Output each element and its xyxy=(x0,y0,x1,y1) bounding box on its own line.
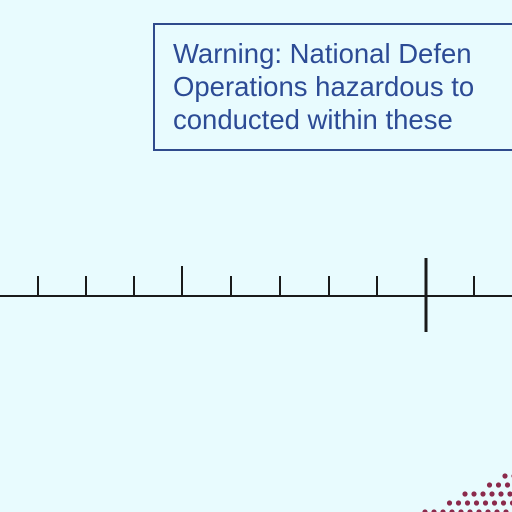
boundary-dot xyxy=(486,482,493,488)
warning-line-3: conducted within these xyxy=(173,104,453,135)
boundary-dot xyxy=(440,509,446,512)
boundary-dot xyxy=(480,491,486,497)
boundary-dot xyxy=(494,509,500,512)
boundary-dot xyxy=(495,482,502,488)
boundary-dot xyxy=(473,500,480,506)
warning-line-2: Operations hazardous to xyxy=(173,71,475,102)
warning-line-1: Warning: National Defen xyxy=(173,38,472,69)
boundary-dot xyxy=(476,509,482,512)
boundary-dot xyxy=(489,491,495,497)
boundary-dot xyxy=(471,491,477,497)
boundary-dot xyxy=(503,509,509,512)
boundary-dot xyxy=(485,509,491,512)
boundary-dot xyxy=(491,500,498,506)
boundary-dot xyxy=(446,500,453,506)
boundary-dot xyxy=(449,509,455,512)
boundary-dot xyxy=(498,491,504,497)
boundary-dot xyxy=(462,491,468,497)
boundary-dot xyxy=(431,509,437,512)
boundary-dot xyxy=(422,509,428,512)
boundary-dot xyxy=(504,482,511,488)
boundary-dot xyxy=(464,500,471,506)
boundary-dot xyxy=(500,500,507,506)
boundary-dot xyxy=(455,500,462,506)
boundary-dot xyxy=(467,509,473,512)
boundary-dot xyxy=(482,500,489,506)
boundary-dot xyxy=(502,473,508,479)
boundary-dot xyxy=(507,491,512,497)
boundary-dot xyxy=(509,500,512,506)
boundary-dot xyxy=(458,509,464,512)
warning-notice-box: Warning: National Defen Operations hazar… xyxy=(153,23,512,151)
